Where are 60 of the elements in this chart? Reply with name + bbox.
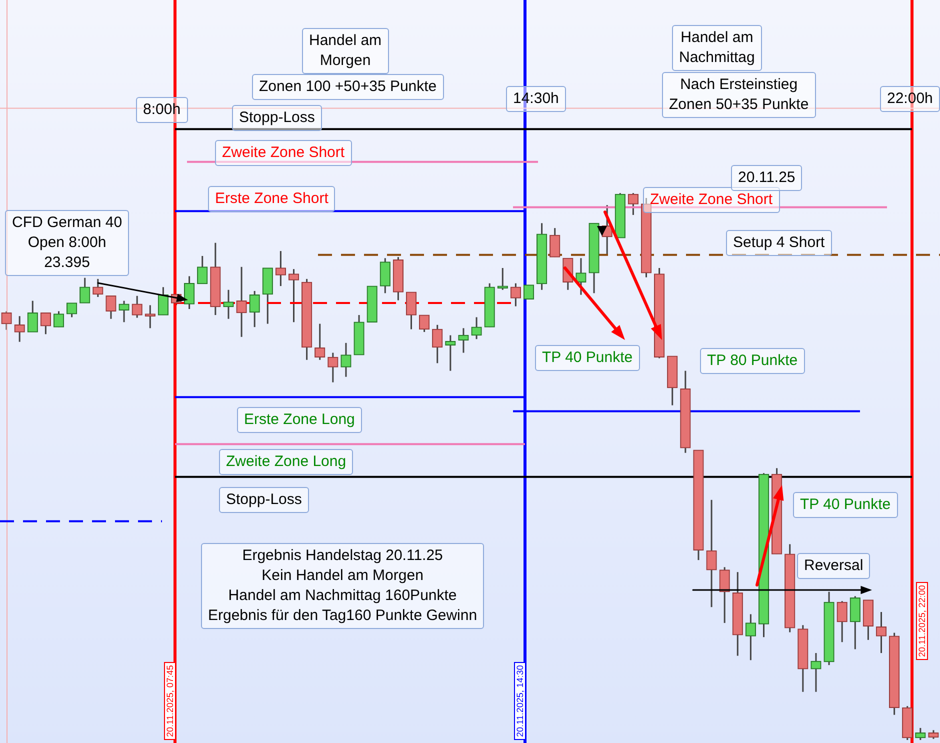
candlestick	[275, 250, 286, 287]
candlestick	[706, 499, 717, 608]
candlestick	[14, 315, 25, 343]
candlestick	[249, 290, 260, 328]
ref-line-label: Setup 4 Short	[726, 230, 832, 256]
annotation: Ergebnis Handelstag 20.11.25 Kein Handel am Morgen Handel am Nachmittag 160Punkte Ergebnis für den Tag160 Punkte Gewinn	[201, 543, 484, 629]
candlestick	[510, 282, 522, 308]
text: Nach Ersteinstieg Zonen 50+35 Punkte	[662, 72, 816, 118]
ref-line-label: Zweite Zone Long	[219, 449, 354, 475]
candlestick	[719, 566, 730, 624]
candlestick	[380, 257, 390, 294]
candlestick	[445, 334, 456, 372]
ref-line-label: Erste Zone Long	[237, 407, 362, 433]
annotation: CFD German 40 Open 8:00h 23.395	[5, 210, 130, 276]
candlestick	[576, 257, 586, 296]
ref-line-label: Zweite Zone Short	[215, 140, 352, 166]
candlestick	[745, 613, 756, 661]
annotation: TP 40 Punkte	[535, 345, 640, 371]
text: Zonen 100 +50+35 Punkte	[252, 74, 444, 100]
text: 22:00h	[880, 86, 940, 112]
annotation: TP 80 Punkte	[700, 348, 805, 374]
annotation: TP 40 Punkte	[793, 492, 898, 518]
candlestick	[550, 227, 560, 258]
candlestick	[340, 342, 352, 378]
annotation: 20.11.2025, 14:30	[514, 662, 526, 740]
ref-line-label: Stopp-Loss	[219, 487, 309, 513]
annotation: Reversal	[797, 553, 870, 579]
candlestick	[458, 327, 469, 354]
ref-line-label: Erste Zone Short	[208, 186, 336, 212]
candlestick	[328, 352, 338, 384]
candlestick	[132, 295, 142, 319]
candlestick	[236, 266, 247, 338]
candlestick	[314, 323, 326, 361]
candlestick	[876, 611, 887, 654]
candlestick	[915, 727, 926, 741]
text: Handel am Morgen	[302, 28, 389, 74]
text: 8:00h	[136, 97, 188, 123]
candlestick	[432, 324, 443, 364]
candlestick	[628, 192, 639, 216]
candlestick	[118, 300, 130, 323]
candlestick	[144, 304, 156, 329]
candlestick	[158, 286, 169, 316]
text: Handel am Nachmittag	[672, 25, 762, 71]
candlestick	[850, 595, 860, 650]
text: 20.11.25	[731, 165, 802, 191]
ref-line-label: Zweite Zone Short	[643, 187, 780, 213]
candlestick	[184, 275, 195, 310]
candlestick	[497, 267, 508, 291]
text: 14:30h	[506, 86, 566, 112]
candlestick	[810, 652, 822, 693]
candlestick	[223, 289, 234, 320]
candlestick	[92, 278, 104, 298]
candlestick	[471, 316, 482, 340]
annotation: 20.11.2025, 22:00	[916, 582, 928, 660]
candlestick	[836, 600, 848, 643]
candlestick	[288, 268, 300, 323]
annotation: 20.11.2025, 07:45	[164, 662, 176, 740]
candlestick	[27, 300, 38, 333]
ref-line-label: Stopp-Loss	[232, 105, 322, 131]
candlestick	[406, 291, 417, 330]
